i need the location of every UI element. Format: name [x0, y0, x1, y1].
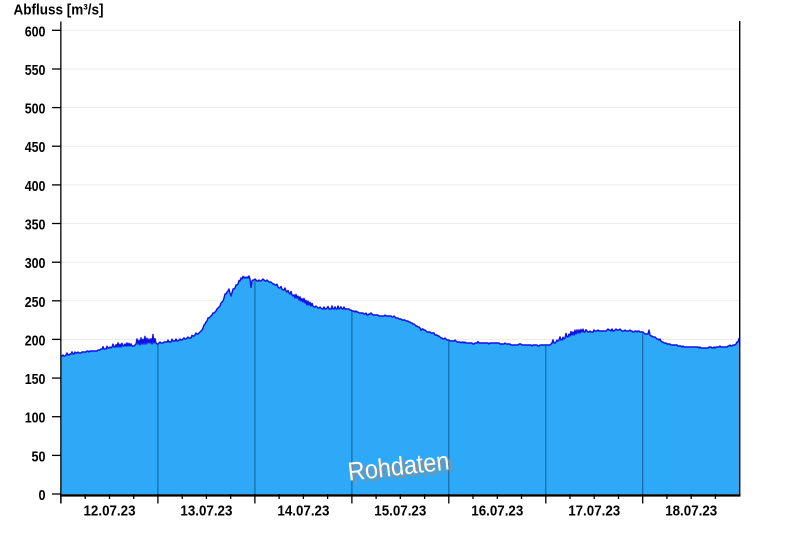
svg-text:Abfluss [m³/s]: Abfluss [m³/s] [14, 1, 104, 18]
svg-text:13.07.23: 13.07.23 [180, 503, 232, 520]
svg-text:50: 50 [32, 448, 46, 465]
svg-text:350: 350 [25, 217, 46, 234]
svg-text:550: 550 [25, 62, 46, 79]
svg-text:600: 600 [25, 23, 46, 40]
svg-text:300: 300 [25, 255, 46, 272]
svg-text:450: 450 [25, 139, 46, 156]
svg-text:200: 200 [25, 332, 46, 349]
svg-text:16.07.23: 16.07.23 [471, 503, 523, 520]
svg-text:15.07.23: 15.07.23 [374, 503, 426, 520]
svg-text:14.07.23: 14.07.23 [277, 503, 329, 520]
svg-text:150: 150 [25, 371, 46, 388]
svg-text:100: 100 [25, 410, 46, 427]
svg-text:12.07.23: 12.07.23 [84, 503, 136, 520]
svg-text:17.07.23: 17.07.23 [568, 503, 620, 520]
svg-text:18.07.23: 18.07.23 [665, 503, 717, 520]
svg-text:500: 500 [25, 101, 46, 118]
svg-text:250: 250 [25, 294, 46, 311]
svg-text:400: 400 [25, 178, 46, 195]
svg-text:0: 0 [39, 487, 46, 504]
